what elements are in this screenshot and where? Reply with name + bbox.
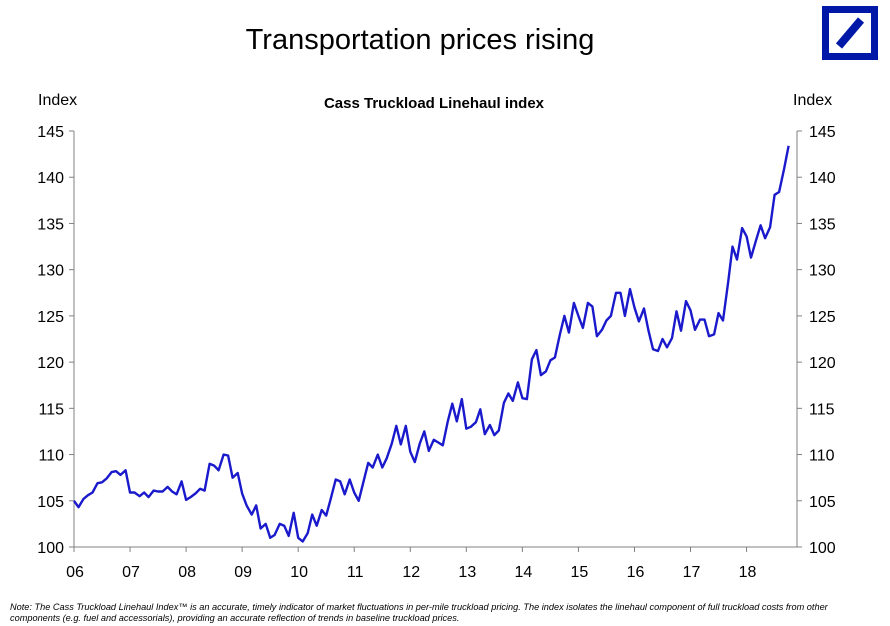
page-title: Transportation prices rising xyxy=(245,24,595,56)
y-tick-label-right: 120 xyxy=(809,355,836,372)
y-tick-label-left: 105 xyxy=(37,494,64,511)
x-tick-label: 07 xyxy=(122,564,140,581)
x-tick-label: 14 xyxy=(514,564,532,581)
x-tick-label: 18 xyxy=(739,564,757,581)
series-line-cass-index xyxy=(73,145,790,543)
y-tick-label-left: 125 xyxy=(37,309,64,326)
x-tick-label: 15 xyxy=(571,564,589,581)
chart-axes xyxy=(73,131,798,548)
x-tick-label: 11 xyxy=(347,564,364,581)
y-tick-label-left: 130 xyxy=(37,263,64,280)
x-tick-label: 08 xyxy=(178,564,196,581)
chart-ticks xyxy=(69,130,802,552)
x-tick-label: 13 xyxy=(458,564,476,581)
x-tick-label: 16 xyxy=(627,564,645,581)
x-tick-label: 09 xyxy=(234,564,252,581)
y-tick-label-right: 130 xyxy=(809,263,836,280)
y-tick-label-left: 120 xyxy=(37,355,64,372)
y-tick-label-left: 135 xyxy=(37,216,64,233)
footnote: Note: The Cass Truckload Linehaul Index™… xyxy=(10,602,828,623)
y-tick-label-left: 140 xyxy=(37,170,64,187)
right-axis-unit-label: Index xyxy=(793,92,833,109)
left-axis-unit-label: Index xyxy=(38,92,78,109)
y-tick-label-right: 140 xyxy=(809,170,836,187)
y-tick-label-left: 145 xyxy=(37,124,64,141)
y-tick-label-left: 110 xyxy=(38,448,64,465)
y-tick-label-right: 145 xyxy=(809,124,836,141)
chart-tick-labels: 100 100 105 105 110 110 115 115 120 120 125 125 130 1… xyxy=(37,124,836,581)
x-tick-label: 12 xyxy=(402,564,420,581)
y-tick-label-right: 125 xyxy=(809,309,836,326)
line-chart: 100 100 105 105 110 110 115 115 120 120 125 125 130 1… xyxy=(37,124,836,581)
y-tick-label-left: 100 xyxy=(37,540,64,557)
y-tick-label-left: 115 xyxy=(38,401,64,418)
deutsche-bank-logo xyxy=(822,6,878,60)
logo-slash-icon xyxy=(835,17,865,49)
y-tick-label-right: 100 xyxy=(809,540,836,557)
x-tick-label: 17 xyxy=(683,564,701,581)
y-tick-label-right: 135 xyxy=(809,216,836,233)
x-tick-label: 06 xyxy=(66,564,84,581)
y-tick-label-right: 110 xyxy=(809,448,835,465)
y-tick-label-right: 105 xyxy=(809,494,836,511)
chart-title: Cass Truckload Linehaul index xyxy=(323,95,545,112)
y-tick-label-right: 115 xyxy=(809,401,835,418)
x-tick-label: 10 xyxy=(290,564,308,581)
